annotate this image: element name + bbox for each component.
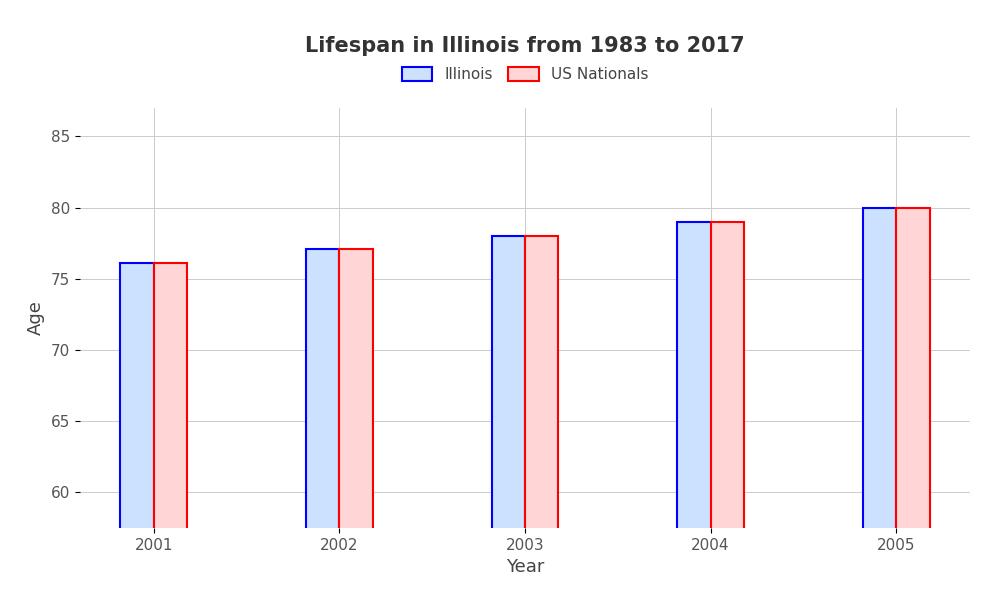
Bar xyxy=(120,263,154,600)
Bar xyxy=(711,222,744,600)
Bar xyxy=(339,249,373,600)
Bar xyxy=(863,208,896,600)
Bar xyxy=(492,236,525,600)
Bar xyxy=(306,249,339,600)
Bar xyxy=(525,236,558,600)
Legend: Illinois, US Nationals: Illinois, US Nationals xyxy=(395,61,655,88)
Bar xyxy=(154,263,187,600)
Bar xyxy=(677,222,711,600)
Bar xyxy=(896,208,930,600)
X-axis label: Year: Year xyxy=(506,558,544,576)
Y-axis label: Age: Age xyxy=(27,301,45,335)
Title: Lifespan in Illinois from 1983 to 2017: Lifespan in Illinois from 1983 to 2017 xyxy=(305,37,745,56)
